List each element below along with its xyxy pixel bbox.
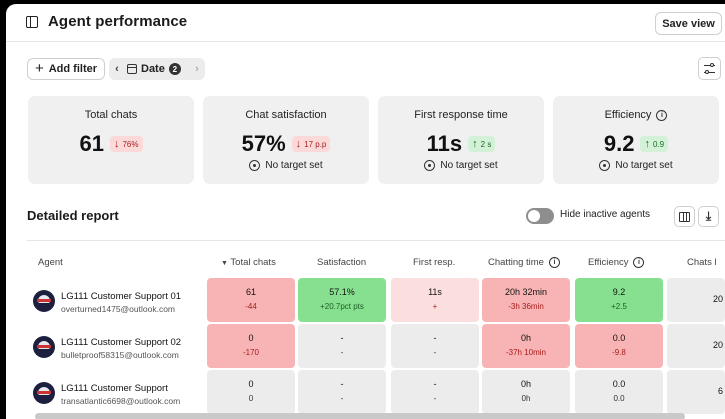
download-icon: ⤓ — [705, 209, 712, 223]
kpi-card-total-chats: Total chats 61 ↓ 76% — [28, 96, 194, 184]
add-filter-label: Add filter — [48, 63, 98, 75]
info-icon[interactable]: i — [633, 257, 645, 268]
agent-name: LG111 Customer Support 02 — [61, 337, 182, 348]
arrow-down-icon: ↓ — [113, 138, 120, 150]
kpi-target[interactable]: No target set — [203, 160, 369, 171]
first-response-cell: 11s + — [391, 278, 479, 322]
target-icon — [599, 160, 611, 171]
hide-inactive-label: Hide inactive agents — [560, 209, 651, 220]
first-response-cell: -- — [391, 324, 479, 368]
efficiency-cell: 0.0 0.0 — [575, 370, 663, 414]
chats-cell: 20 — [667, 278, 725, 322]
kpi-title: First response time — [414, 109, 508, 121]
arrow-up-icon: ↑ — [644, 138, 650, 150]
target-icon — [249, 160, 261, 171]
chatting-time-cell: 0h -37h 10min — [482, 324, 570, 368]
table-row[interactable]: LG111 Customer Support 01 overturned1475… — [27, 278, 725, 324]
report-table: Agent ▼ Total chats Satisfaction First r… — [27, 240, 725, 419]
kpi-title: Chat satisfaction — [245, 109, 327, 121]
agent-email: overturned1475@outlook.com — [61, 304, 176, 314]
toggle-knob — [528, 210, 540, 222]
avatar — [33, 336, 55, 358]
kpi-card-chat-satisfaction: Chat satisfaction 57% ↓ 17 p.p No target … — [203, 96, 369, 184]
sort-desc-icon: ▼ — [221, 260, 228, 267]
hide-inactive-toggle[interactable] — [526, 208, 554, 224]
column-header-first-response[interactable]: First resp. — [413, 257, 456, 268]
kpi-delta-badge: ↓ 76% — [109, 136, 143, 152]
calendar-icon — [127, 64, 137, 74]
kpi-value: 11s — [426, 131, 463, 156]
first-response-cell: -- — [391, 370, 479, 414]
app-window: Agent performance Save view + Add filter… — [6, 4, 725, 419]
sidebar-toggle-icon[interactable] — [26, 16, 38, 28]
kpi-delta-badge: ↑ 2 s — [468, 136, 496, 152]
agent-email: transatlantic6698@outlook.com — [61, 396, 181, 406]
kpi-title: Efficiency i — [553, 109, 719, 121]
chevron-left-icon[interactable]: ‹ — [115, 63, 119, 75]
kpi-card-first-response-time: First response time 11s ↑ 2 s No target s… — [378, 96, 544, 184]
agent-email: bulletproof58315@outlook.com — [61, 350, 179, 360]
date-filter-chip[interactable]: ‹ Date 2 › — [109, 58, 205, 80]
kpi-value: 61 — [79, 131, 104, 156]
report-title: Detailed report — [27, 208, 119, 223]
kpi-delta-badge: ↓ 17 p.p — [291, 136, 331, 152]
efficiency-cell: 9.2 +2.5 — [575, 278, 663, 322]
chats-cell: 6 — [667, 370, 725, 414]
satisfaction-cell: -- — [298, 324, 386, 368]
kpi-delta-badge: ↑ 0.9 — [640, 136, 669, 152]
page-title: Agent performance — [48, 13, 188, 30]
save-view-button[interactable]: Save view — [655, 12, 722, 35]
avatar — [33, 382, 55, 404]
column-header-satisfaction[interactable]: Satisfaction — [317, 257, 367, 268]
kpi-card-efficiency: Efficiency i 9.2 ↑ 0.9 No target set — [553, 96, 719, 184]
column-header-total-chats[interactable]: ▼ Total chats — [221, 257, 276, 268]
horizontal-scrollbar[interactable] — [35, 413, 685, 419]
satisfaction-cell: -- — [298, 370, 386, 414]
chatting-time-cell: 20h 32min -3h 36min — [482, 278, 570, 322]
kpi-title: Total chats — [84, 109, 138, 121]
info-icon[interactable]: i — [548, 257, 560, 268]
date-filter-label: Date — [141, 63, 165, 75]
chats-cell: 20 — [667, 324, 725, 368]
download-button[interactable]: ⤓ — [698, 206, 719, 227]
arrow-down-icon: ↓ — [295, 138, 302, 150]
columns-icon — [679, 211, 690, 222]
add-filter-button[interactable]: + Add filter — [27, 58, 105, 80]
agent-name: LG111 Customer Support — [61, 383, 168, 394]
total-chats-cell: 0 -170 — [207, 324, 295, 368]
efficiency-cell: 0.0 -9.8 — [575, 324, 663, 368]
chevron-right-icon[interactable]: › — [195, 63, 199, 75]
columns-button[interactable] — [674, 206, 695, 227]
info-icon[interactable]: i — [656, 109, 668, 121]
column-header-chatting-time[interactable]: Chatting time i — [488, 257, 560, 268]
kpi-value: 9.2 — [603, 131, 635, 156]
column-header-chats[interactable]: Chats l — [687, 257, 717, 268]
table-row[interactable]: LG111 Customer Support 02 bulletproof583… — [27, 324, 725, 370]
column-header-agent[interactable]: Agent — [38, 257, 63, 268]
date-filter-count-badge: 2 — [168, 63, 181, 75]
kpi-value: 57% — [241, 131, 286, 156]
column-header-efficiency[interactable]: Efficiency i — [588, 257, 645, 268]
view-settings-button[interactable] — [698, 57, 721, 80]
kpi-target[interactable]: No target set — [553, 160, 719, 171]
arrow-up-icon: ↑ — [472, 138, 478, 150]
avatar — [33, 290, 55, 312]
kpi-target[interactable]: No target set — [378, 160, 544, 171]
total-chats-cell: 61 -44 — [207, 278, 295, 322]
plus-icon: + — [34, 60, 44, 77]
satisfaction-cell: 57.1% +20.7pct pts — [298, 278, 386, 322]
target-icon — [424, 160, 436, 171]
agent-name: LG111 Customer Support 01 — [61, 291, 182, 302]
table-row[interactable]: LG111 Customer Support transatlantic6698… — [27, 370, 725, 416]
chatting-time-cell: 0h 0h — [482, 370, 570, 414]
top-bar: Agent performance Save view — [6, 4, 725, 42]
